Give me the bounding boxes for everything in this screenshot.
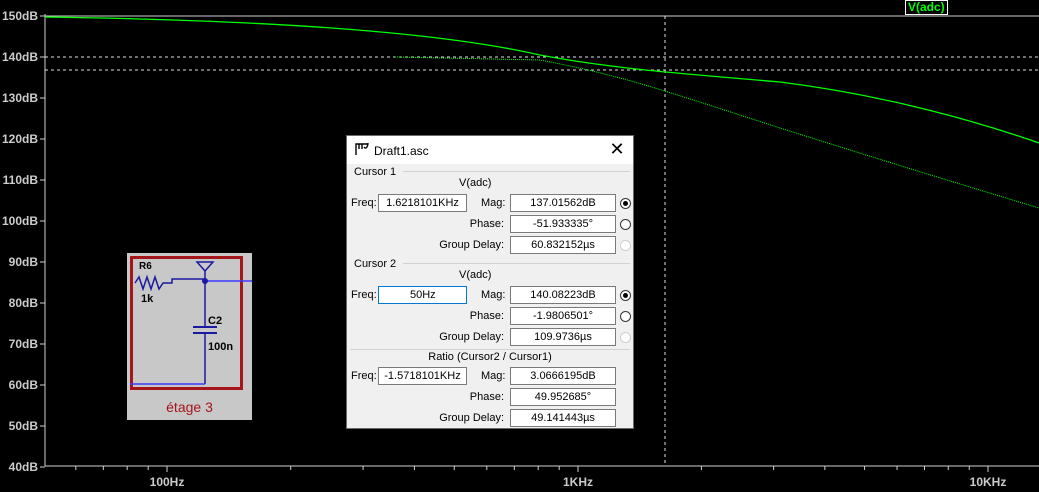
cursor2-group-title: Cursor 2 bbox=[354, 258, 397, 270]
cursor1-phase-field[interactable]: -51.933335° bbox=[510, 215, 616, 233]
schematic-frame bbox=[130, 256, 243, 390]
cursor2-freq-label: Freq: bbox=[351, 289, 377, 301]
capacitor-name: C2 bbox=[208, 315, 222, 327]
ltspice-icon bbox=[355, 142, 369, 155]
cursor2-phase-radio[interactable] bbox=[620, 311, 631, 322]
ratio-separator bbox=[350, 349, 630, 350]
y-tick-label: 40dB bbox=[9, 460, 39, 474]
cursor1-mag-field[interactable]: 137.01562dB bbox=[510, 194, 616, 212]
ratio-phase-label: Phase: bbox=[469, 391, 504, 403]
y-tick-label: 70dB bbox=[9, 337, 39, 351]
y-tick-label: 90dB bbox=[9, 255, 39, 269]
x-tick-label: 10KHz bbox=[970, 475, 1007, 489]
close-icon[interactable]: ✕ bbox=[609, 139, 625, 159]
cursor1-freq-label: Freq: bbox=[351, 197, 377, 209]
cursor1-mag-label: Mag: bbox=[481, 197, 506, 209]
cursor2-gd-field[interactable]: 109.9736µs bbox=[510, 328, 616, 346]
cursor1-separator bbox=[403, 171, 630, 172]
ratio-phase-field[interactable]: 49.952685° bbox=[510, 388, 616, 406]
y-tick-label: 60dB bbox=[9, 378, 39, 392]
x-tick-label: 100Hz bbox=[150, 475, 185, 489]
ratio-freq-label: Freq: bbox=[351, 370, 377, 382]
magnitude-trace bbox=[44, 16, 1039, 144]
ratio-mag-field[interactable]: 3.0666195dB bbox=[510, 367, 616, 385]
x-tick-label: 1KHz bbox=[563, 475, 593, 489]
cursor1-mag-radio[interactable] bbox=[620, 198, 631, 209]
schematic-caption: étage 3 bbox=[166, 399, 213, 415]
dialog-titlebar[interactable]: Draft1.asc ✕ bbox=[347, 136, 633, 164]
cursor1-gd-radio[interactable] bbox=[620, 240, 631, 251]
cursor2-phase-label: Phase: bbox=[469, 310, 504, 322]
cursor2-mag-field[interactable]: 140.08223dB bbox=[510, 286, 616, 304]
ratio-mag-label: Mag: bbox=[481, 370, 506, 382]
cursor2-gd-radio[interactable] bbox=[620, 332, 631, 343]
capacitor-value: 100n bbox=[208, 341, 233, 353]
y-tick-label: 80dB bbox=[9, 296, 39, 310]
dialog-title: Draft1.asc bbox=[374, 144, 429, 158]
cursor2-gd-label: Group Delay: bbox=[439, 331, 504, 343]
y-tick-label: 110dB bbox=[3, 173, 39, 187]
y-tick-label: 130dB bbox=[2, 91, 38, 105]
resistor-symbol bbox=[134, 274, 205, 292]
cursor2-mag-label: Mag: bbox=[481, 289, 506, 301]
ratio-gd-field[interactable]: 49.141443µs bbox=[510, 409, 616, 427]
cursor2-mag-radio[interactable] bbox=[620, 290, 631, 301]
cursor1-trace: V(adc) bbox=[459, 177, 492, 189]
adc-flag-icon bbox=[195, 261, 215, 273]
y-tick-label: 150dB bbox=[2, 9, 38, 23]
cursor2-trace: V(adc) bbox=[459, 269, 492, 281]
cursor-dialog: Draft1.asc ✕ Cursor 1 V(adc) Freq: 1.621… bbox=[346, 135, 634, 429]
y-tick-label: 100dB bbox=[2, 214, 38, 228]
resistor-value: 1k bbox=[141, 293, 154, 305]
cursor1-gd-field[interactable]: 60.832152µs bbox=[510, 236, 616, 254]
schematic-inset: R6 1k C2 100n étage 3 bbox=[127, 253, 252, 420]
y-tick-label: 120dB bbox=[2, 132, 38, 146]
resistor-name: R6 bbox=[139, 261, 152, 272]
ratio-group-title: Ratio (Cursor2 / Cursor1) bbox=[428, 351, 552, 363]
cursor1-group-title: Cursor 1 bbox=[354, 166, 397, 178]
y-tick-label: 50dB bbox=[9, 419, 39, 433]
cursor1-phase-label: Phase: bbox=[469, 218, 504, 230]
cursor1-freq-field[interactable]: 1.6218101KHz bbox=[378, 194, 467, 212]
ratio-freq-field[interactable]: -1.5718101KHz bbox=[378, 367, 467, 385]
cursor1-gd-label: Group Delay: bbox=[439, 239, 504, 251]
trace-label[interactable]: V(adc) bbox=[905, 0, 948, 15]
phase-trace bbox=[394, 56, 1039, 209]
schematic-drawing: R6 1k C2 100n bbox=[130, 261, 252, 385]
cursor1-phase-radio[interactable] bbox=[620, 219, 631, 230]
cursor2-separator bbox=[403, 263, 630, 264]
y-tick-label: 140dB bbox=[2, 50, 38, 64]
cursor2-phase-field[interactable]: -1.9806501° bbox=[510, 307, 616, 325]
ratio-gd-label: Group Delay: bbox=[439, 412, 504, 424]
cursor2-freq-field[interactable]: 50Hz bbox=[378, 286, 467, 304]
